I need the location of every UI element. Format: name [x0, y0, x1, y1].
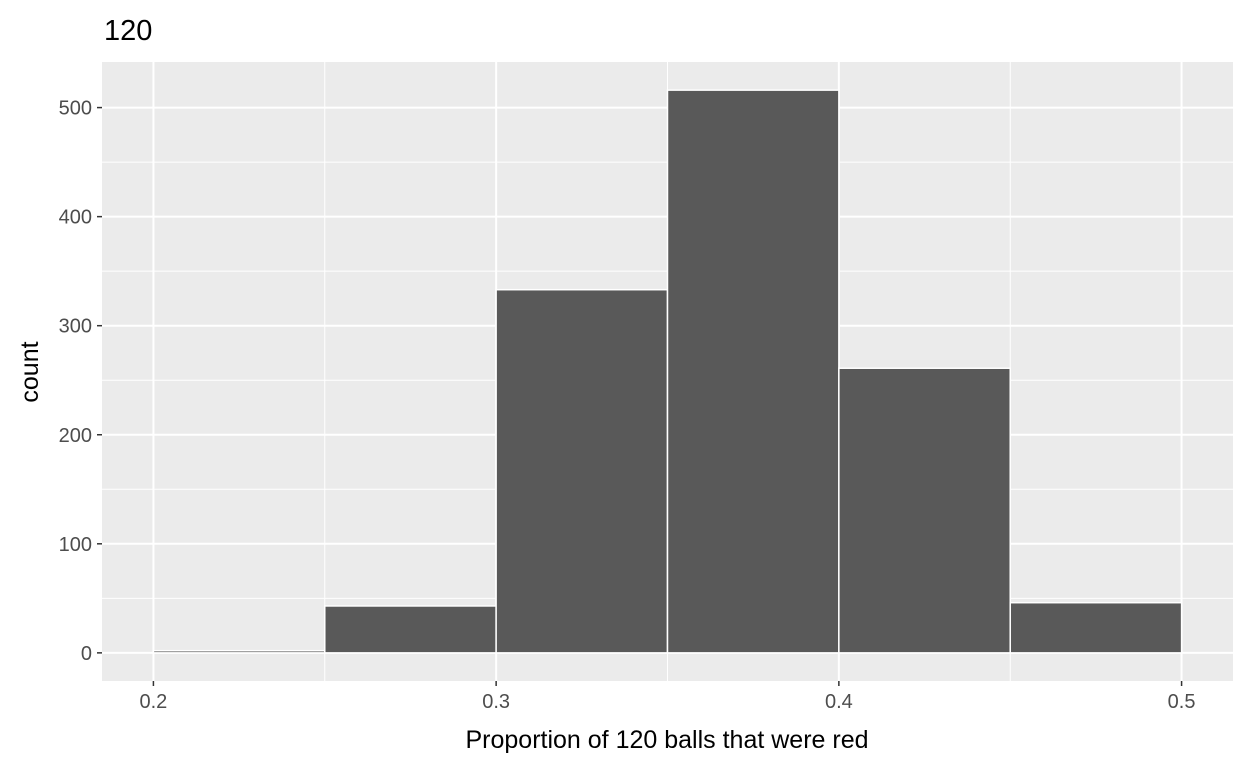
histogram-bar — [666, 89, 840, 654]
y-tick-label: 500 — [59, 98, 92, 120]
x-tick-label: 0.5 — [1168, 691, 1196, 713]
histogram-bar — [838, 367, 1011, 654]
histogram-bar — [495, 288, 669, 654]
y-tick-label: 200 — [59, 425, 92, 447]
y-axis-title: count — [16, 341, 44, 402]
histogram-bar — [1009, 601, 1183, 654]
y-axis: 0 100 200 300 400 500 — [59, 98, 102, 665]
x-tick-label: 0.4 — [825, 691, 853, 713]
x-tick-label: 0.3 — [482, 691, 510, 713]
histogram-bar — [324, 605, 497, 654]
histogram-bars — [152, 89, 1183, 654]
y-tick-label: 100 — [59, 534, 92, 556]
histogram-bar — [152, 649, 326, 654]
y-tick-label: 300 — [59, 316, 92, 338]
y-tick-label: 0 — [81, 643, 92, 665]
x-axis-title: Proportion of 120 balls that were red — [465, 726, 868, 754]
x-axis: 0.2 0.3 0.4 0.5 — [140, 681, 1196, 713]
y-tick-label: 400 — [59, 207, 92, 229]
x-tick-label: 0.2 — [140, 691, 168, 713]
chart-title: 120 — [104, 15, 152, 47]
